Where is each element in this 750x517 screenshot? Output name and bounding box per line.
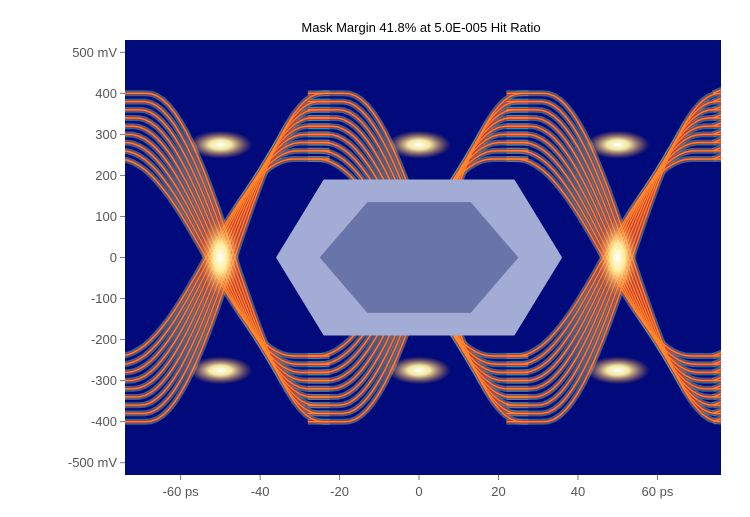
eye-trace: [105, 146, 117, 151]
eye-trace: [712, 376, 721, 382]
eye-trace: [712, 401, 721, 406]
rail-hotspot: [585, 130, 650, 159]
eye-trace: [105, 122, 117, 127]
eye-trace: [105, 351, 117, 356]
rail-hotspot: [188, 356, 253, 385]
eye-trace: [712, 368, 721, 374]
rail-hotspot: [188, 130, 253, 159]
eye-trace: [105, 401, 117, 406]
eye-trace: [712, 130, 721, 136]
eye-trace: [105, 105, 117, 110]
rail-hotspot: [387, 356, 452, 385]
eye-trace: [712, 155, 721, 160]
y-axis: 500 mV 400 300 200 100 0 -100 -200 -300 -400 -500 …: [68, 45, 125, 470]
y-tick-label: -500 mV: [68, 455, 117, 470]
mask-inner-region: [319, 202, 519, 313]
eye-trace: [105, 368, 117, 373]
rail-hotspot: [585, 356, 650, 385]
eye-trace: [105, 351, 117, 356]
eye-trace: [105, 113, 117, 118]
eye-trace: [105, 392, 117, 397]
eye-trace: [105, 351, 117, 356]
eye-trace: [506, 92, 721, 423]
eye-trace: [712, 417, 721, 423]
eye-trace: [105, 392, 117, 397]
eye-trace: [712, 105, 721, 111]
eye-trace: [105, 122, 117, 127]
eye-trace: [105, 113, 117, 118]
x-tick-label: 20: [491, 484, 505, 499]
eye-trace: [105, 154, 117, 159]
eye-trace: [506, 92, 721, 423]
eye-trace: [105, 360, 117, 365]
y-tick-label: -200: [91, 332, 117, 347]
x-tick-label: 40: [571, 484, 585, 499]
eye-trace: [105, 113, 117, 118]
eye-trace: [105, 105, 117, 110]
crossing-hotspot: [200, 217, 241, 298]
eye-trace: [712, 89, 721, 94]
eye-trace: [712, 352, 721, 357]
eye-trace: [712, 409, 721, 415]
eye-trace: [712, 97, 721, 103]
y-tick-label: -100: [91, 291, 117, 306]
eye-trace: [712, 393, 721, 398]
eye-trace: [105, 122, 117, 127]
x-axis: -60 ps -40 -20 0 20 40 60 ps: [163, 475, 674, 499]
x-tick-label: -60 ps: [163, 484, 200, 499]
eye-trace: [712, 384, 721, 390]
eye-trace: [105, 146, 117, 151]
eye-trace: [105, 401, 117, 406]
y-tick-label: -400: [91, 414, 117, 429]
rail-hotspot: [387, 130, 452, 159]
crossing-hotspots: [188, 130, 650, 385]
x-tick-label: 60 ps: [642, 484, 674, 499]
eye-trace: [105, 401, 117, 406]
eye-trace: [105, 154, 117, 159]
eye-trace: [105, 360, 117, 365]
eye-trace: [712, 122, 721, 127]
eye-trace: [105, 409, 117, 414]
eye-trace: [105, 146, 117, 151]
crossing-hotspot: [597, 217, 638, 298]
eye-trace: [125, 92, 330, 423]
y-tick-label: 500 mV: [72, 45, 117, 60]
eye-trace: [105, 368, 117, 373]
eye-trace: [105, 392, 117, 397]
eye-trace: [105, 360, 117, 365]
y-tick-label: 400: [95, 86, 117, 101]
x-tick-label: 0: [415, 484, 422, 499]
eye-trace: [105, 409, 117, 414]
y-tick-label: 0: [110, 250, 117, 265]
y-tick-label: 300: [95, 127, 117, 142]
y-tick-label: -300: [91, 373, 117, 388]
eye-trace: [105, 368, 117, 373]
eye-trace: [712, 146, 721, 152]
eye-trace: [105, 105, 117, 110]
x-tick-label: -20: [330, 484, 349, 499]
eye-trace: [712, 138, 721, 144]
eye-trace: [125, 92, 330, 423]
eye-trace: [712, 114, 721, 119]
chart-title: Mask Margin 41.8% at 5.0E-005 Hit Ratio: [301, 20, 540, 35]
y-tick-label: 200: [95, 168, 117, 183]
eye-trace: [712, 360, 721, 365]
eye-trace: [105, 154, 117, 159]
eye-trace: [105, 409, 117, 414]
y-tick-label: 100: [95, 209, 117, 224]
x-tick-label: -40: [251, 484, 270, 499]
